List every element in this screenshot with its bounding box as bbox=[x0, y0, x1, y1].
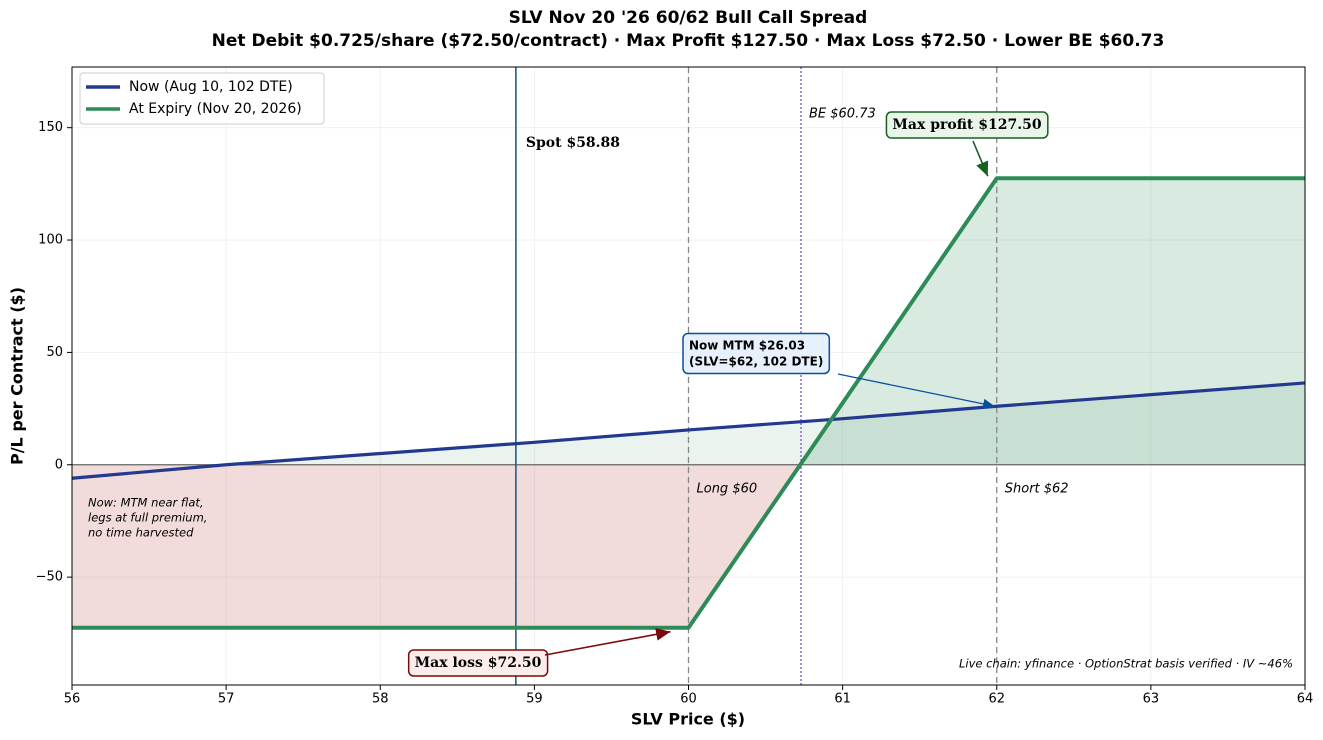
source-note: Live chain: yfinance · OptionStrat basis… bbox=[959, 657, 1293, 671]
note-text: no time harvested bbox=[88, 526, 194, 540]
x-tick-label: 58 bbox=[372, 692, 389, 707]
y-tick-label: 100 bbox=[38, 233, 63, 248]
series-line bbox=[72, 176, 1305, 630]
legend-box bbox=[79, 72, 325, 125]
max-profit-label: Max profit $127.50 bbox=[892, 117, 1041, 133]
long-label: Long $60 bbox=[697, 482, 758, 497]
series-line bbox=[71, 381, 1306, 480]
x-tick-label: 59 bbox=[526, 692, 543, 707]
annotation-box bbox=[682, 332, 831, 375]
y-tick-label: 50 bbox=[46, 345, 63, 360]
x-tick-label: 62 bbox=[988, 692, 1005, 707]
arrow bbox=[972, 140, 989, 177]
arrow bbox=[544, 628, 671, 656]
legend-label: Now (Aug 10, 102 DTE) bbox=[129, 79, 293, 95]
short-label: Short $62 bbox=[1005, 482, 1069, 497]
plot-frame bbox=[71, 66, 1306, 686]
x-tick-label: 60 bbox=[680, 692, 697, 707]
x-tick-label: 56 bbox=[64, 692, 81, 707]
annotation-box bbox=[407, 649, 549, 677]
loss-area bbox=[72, 465, 801, 628]
y-tick-label: 0 bbox=[55, 457, 63, 472]
note-text: legs at full premium, bbox=[88, 511, 207, 525]
legend-label: At Expiry (Nov 20, 2026) bbox=[129, 101, 302, 117]
note-text: Now: MTM near flat, bbox=[88, 496, 204, 510]
x-tick-label: 63 bbox=[1143, 692, 1160, 707]
chart-title: SLV Nov 20 '26 60/62 Bull Call Spread bbox=[509, 8, 868, 28]
chart-subtitle: Net Debit $0.725/share ($72.50/contract)… bbox=[212, 31, 1165, 51]
mtm-label: (SLV=$62, 102 DTE) bbox=[689, 355, 823, 369]
mtm-label: Now MTM $26.03 bbox=[689, 339, 805, 353]
y-axis-label: P/L per Contract ($) bbox=[8, 287, 27, 465]
x-tick-label: 57 bbox=[218, 692, 235, 707]
be-label: BE $60.73 bbox=[809, 107, 876, 122]
arrow bbox=[837, 373, 995, 410]
max-loss-label: Max loss $72.50 bbox=[415, 655, 542, 671]
annotation-box bbox=[885, 111, 1049, 139]
y-tick-label: −50 bbox=[36, 570, 63, 585]
x-axis-label: SLV Price ($) bbox=[631, 710, 745, 729]
now-area bbox=[72, 382, 1305, 465]
x-tick-label: 64 bbox=[1297, 692, 1314, 707]
plot-area: 56 57 58 59 60 61 62 63 64 −50 0 50 100 150 Spot $58.8… bbox=[36, 66, 1314, 707]
x-tick-label: 61 bbox=[834, 692, 851, 707]
spot-label: Spot $58.88 bbox=[526, 135, 620, 151]
y-tick-label: 150 bbox=[38, 120, 63, 135]
